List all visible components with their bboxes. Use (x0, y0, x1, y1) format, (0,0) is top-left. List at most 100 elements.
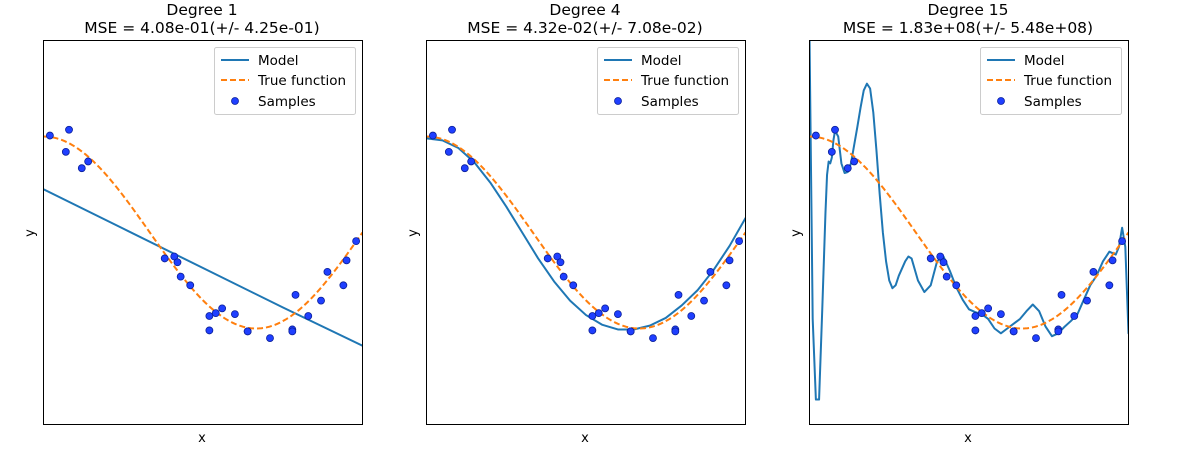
sample-point (942, 272, 951, 281)
plot-title: Degree 4 (549, 1, 620, 19)
sample-point (186, 281, 195, 290)
sample-point (601, 304, 610, 313)
sample-point (700, 296, 708, 305)
sample-point (1032, 334, 1040, 343)
sample-point (176, 272, 185, 281)
legend-label-samples: Samples (641, 94, 699, 110)
sample-point (467, 157, 476, 166)
sample-point (266, 334, 274, 343)
sample-point (543, 254, 552, 263)
axes-frame (426, 40, 746, 425)
sample-point (556, 258, 565, 267)
sample-point (1108, 256, 1117, 265)
legend-box (597, 47, 739, 115)
sample-point (304, 312, 313, 320)
plot-area (43, 125, 363, 347)
sample-point (317, 296, 325, 305)
sample-point (971, 326, 980, 335)
axes-frame (809, 40, 1129, 425)
sample-point (1070, 312, 1079, 320)
legend-box (214, 47, 356, 115)
plot-subtitle: MSE = 1.83e+08(+/- 5.48e+08) (843, 19, 1093, 37)
plot-area (426, 125, 746, 343)
legend-samples-marker (231, 97, 239, 105)
x-axis-label: x (964, 431, 972, 446)
sample-point (674, 290, 683, 299)
sample-point (725, 256, 734, 265)
plot-subtitle: MSE = 4.32e-02(+/- 7.08e-02) (467, 19, 702, 37)
true-function-line (426, 135, 746, 330)
sample-point (77, 164, 86, 173)
legend-label-true-function: True function (257, 73, 346, 89)
legend-samples-marker (997, 97, 1005, 105)
x-axis-label: x (198, 431, 206, 446)
sample-point (984, 304, 993, 313)
sample-point (1089, 267, 1098, 276)
legend-label-true-function: True function (640, 73, 729, 89)
plot-subtitle: MSE = 4.08e-01(+/- 4.25e-01) (84, 19, 319, 37)
sample-point (850, 157, 859, 166)
legend-label-true-function: True function (1023, 73, 1112, 89)
sample-point (342, 256, 351, 265)
sample-point (1057, 290, 1066, 299)
y-axis-label: y (23, 229, 38, 237)
sample-point (827, 147, 836, 156)
subplot-degree-1: Degree 1 MSE = 4.08e-01(+/- 4.25e-01) x … (23, 1, 363, 446)
legend-label-samples: Samples (258, 94, 316, 110)
sample-point (1054, 327, 1063, 336)
sample-point (1083, 296, 1091, 305)
sample-point (339, 281, 348, 290)
subplot-degree-15: Degree 15 MSE = 1.83e+08(+/- 5.48e+08) x… (789, 1, 1129, 446)
plot-title: Degree 1 (166, 1, 237, 19)
sample-point (559, 272, 568, 281)
sample-point (1118, 237, 1127, 246)
y-axis-label: y (789, 229, 804, 237)
sample-point (706, 267, 715, 276)
sample-point (588, 312, 597, 320)
sample-point (594, 309, 603, 318)
sample-point (936, 252, 945, 261)
model-line (43, 188, 363, 347)
model-line (809, 40, 1129, 401)
sample-point (218, 304, 227, 313)
axes-frame (43, 40, 363, 425)
sample-point (173, 258, 182, 267)
sample-point (211, 309, 220, 318)
sample-point (61, 147, 70, 156)
legend-samples-marker (614, 97, 622, 105)
sample-point (65, 125, 73, 134)
legend-label-model: Model (641, 53, 682, 69)
legend: Model True function Samples (214, 47, 356, 115)
sample-point (671, 327, 680, 336)
sample-point (1105, 281, 1114, 290)
legend-label-model: Model (1024, 53, 1065, 69)
sample-point (588, 326, 597, 335)
sample-point (448, 125, 456, 134)
sample-point (45, 131, 54, 140)
sample-point (1009, 327, 1018, 336)
true-function-line (809, 135, 1129, 330)
sample-point (626, 327, 635, 336)
plot-title: Degree 15 (927, 1, 1008, 19)
plot-area (809, 40, 1129, 401)
legend-label-samples: Samples (1024, 94, 1082, 110)
sample-point (460, 164, 469, 173)
sample-point (170, 252, 179, 261)
sample-point (811, 131, 820, 140)
sample-point (722, 281, 731, 290)
sample-point (831, 125, 839, 134)
sample-point (553, 252, 562, 261)
sample-point (288, 327, 297, 336)
sample-point (735, 237, 744, 246)
sample-point (997, 310, 1005, 319)
sample-point (687, 312, 696, 320)
sample-point (243, 327, 252, 336)
model-line (426, 137, 746, 331)
legend-label-model: Model (258, 53, 299, 69)
sample-point (569, 281, 578, 290)
sample-point (205, 312, 214, 320)
sample-point (649, 334, 657, 343)
sample-point (444, 147, 453, 156)
sample-point (205, 326, 214, 335)
